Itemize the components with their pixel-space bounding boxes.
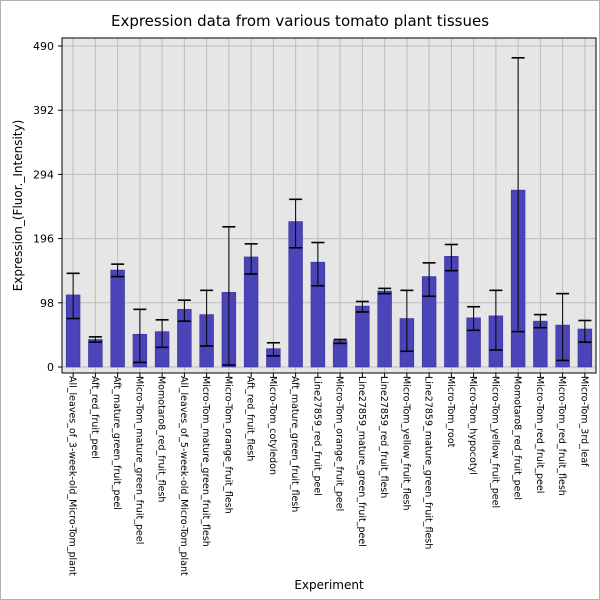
x-category-label: Aft_red_fruit_flesh [245, 376, 256, 461]
bar [377, 290, 392, 368]
x-category-label: Micro-Tom_yellow_fruit_peel [489, 376, 500, 508]
plot-area [62, 38, 596, 373]
y-axis-title: Expression_(Fluor._Intensity) [11, 120, 25, 292]
error-bars [66, 56, 592, 366]
y-tick-label: 490 [33, 40, 54, 53]
x-category-label: Momotaro8_red_fruit_peel [512, 376, 523, 500]
x-category-label: Momotaro8_red_fruit_flesh [156, 376, 167, 502]
x-category-label: Micro-Tom_cotyledon [267, 376, 278, 475]
axes [58, 37, 597, 377]
x-category-label: Line27859_mature_green_fruit_flesh [423, 376, 434, 549]
x-category-label: Micro-Tom_red_fruit_peel [534, 376, 545, 493]
gridlines [62, 38, 596, 373]
y-tick-label: 0 [47, 361, 54, 374]
x-category-label: Line27859_red_fruit_flesh [378, 376, 389, 498]
bars [65, 189, 593, 368]
bar [88, 339, 103, 368]
y-tick-labels: 0 98 196 294 392 490 [33, 40, 54, 374]
x-category-label: Micro-Tom_orange_fruit_peel [334, 376, 345, 511]
x-axis-title: Experiment [294, 578, 364, 592]
bar [332, 340, 348, 368]
x-category-label: Line27859_red_fruit_peel [311, 376, 322, 496]
y-tick-label: 196 [33, 233, 54, 246]
x-category-label: All_leaves_of_5-week-old_Micro-Tom_plant [178, 376, 189, 576]
x-category-label: Aft_red_fruit_peel [89, 376, 100, 459]
x-category-label: Aft_mature_green_fruit_peel [111, 376, 122, 510]
x-category-label: Micro-Tom_mature_green_fruit_peel [133, 376, 144, 544]
x-category-label: All_leaves_of_3-week-old_Micro-Tom_plant [67, 376, 78, 576]
x-category-label: Micro-Tom_3rd_leaf [578, 376, 589, 467]
chart-title: Expression data from various tomato plan… [111, 12, 489, 30]
x-category-labels: All_leaves_of_3-week-old_Micro-Tom_plant… [67, 376, 590, 576]
y-tick-label: 392 [33, 104, 54, 117]
x-category-label: Micro-Tom_root [445, 376, 456, 448]
x-category-label: Aft_mature_green_fruit_flesh [289, 376, 300, 512]
x-category-label: Line27859_mature_green_fruit_peel [356, 376, 367, 547]
y-tick-label: 98 [40, 297, 54, 310]
x-category-label: Micro-Tom_orange_fruit_flesh [222, 376, 233, 514]
x-category-label: Micro-Tom_hypocotyl [467, 376, 478, 475]
bar [355, 305, 370, 368]
bar [110, 269, 125, 368]
plot-border [61, 37, 597, 374]
bar [444, 255, 459, 368]
x-category-label: Micro-Tom_red_fruit_flesh [556, 376, 567, 496]
x-category-label: Micro-Tom_mature_green_fruit_flesh [200, 376, 211, 547]
y-tick-label: 294 [33, 168, 54, 181]
x-category-label: Micro-Tom_yellow_fruit_flesh [400, 376, 411, 511]
